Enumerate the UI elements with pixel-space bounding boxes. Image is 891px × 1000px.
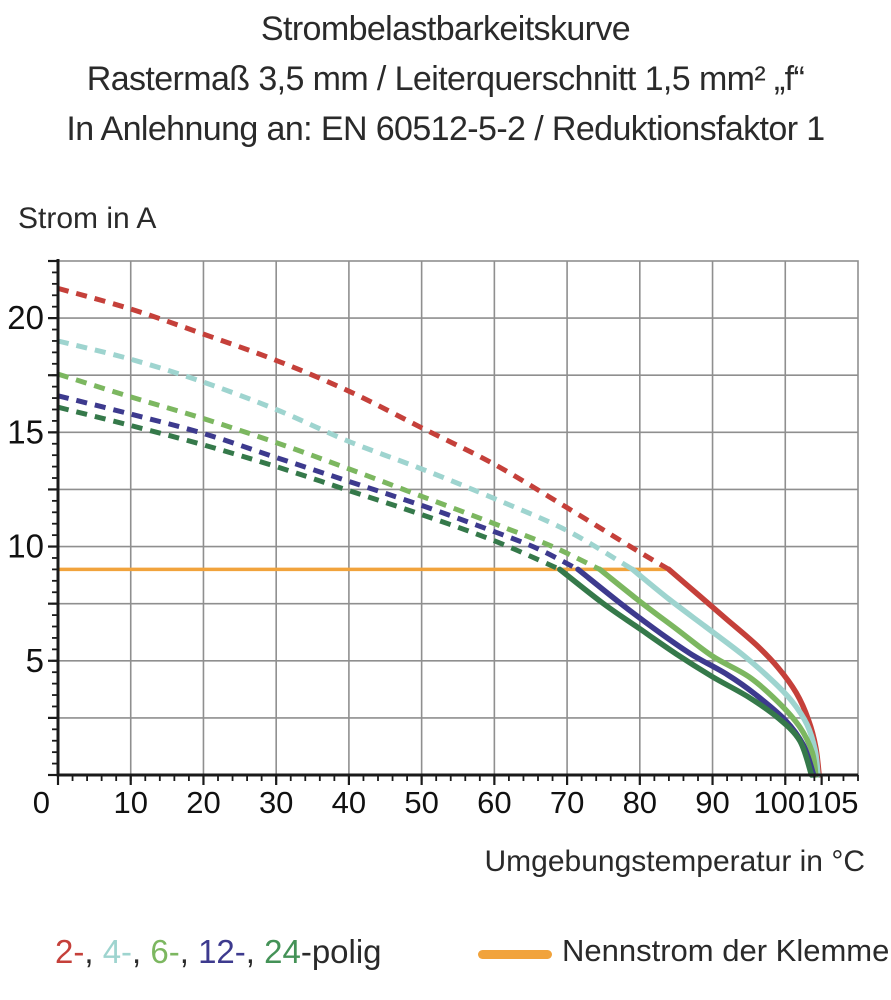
legend-separator: , <box>132 933 151 970</box>
x-tick-label-100: 100 <box>753 785 805 820</box>
series-2-polig <box>57 285 822 778</box>
series-4-polig <box>57 338 821 778</box>
y-tick-label-10: 10 <box>7 528 44 565</box>
derating-curve-plot: 0 10 20 30 40 50 60 70 80 90 100 105 5 10 15 20 <box>7 259 859 820</box>
legend-row: 2-, 4-, 6-, 12-, 24-polig Nennstrom der … <box>0 933 891 987</box>
nominal-current-swatch <box>478 950 552 959</box>
series-4-polig-dashed <box>57 338 634 572</box>
x-tick-label-80: 80 <box>623 785 657 820</box>
series-24-polig-dashed <box>57 404 561 572</box>
series-24-polig <box>57 404 815 778</box>
axes <box>56 259 858 777</box>
legend-pole-12: 12- <box>198 933 246 970</box>
nominal-current-label: Nennstrom der Klemme <box>562 933 890 968</box>
legend-pole-2: 2- <box>55 933 85 970</box>
series-24-polig-solid <box>557 566 815 778</box>
y-tick-labels: 5 10 15 20 <box>7 299 44 679</box>
legend-pole-4: 4- <box>102 933 133 970</box>
x-tick-label-10: 10 <box>113 785 147 820</box>
chart-title-line-2: Rastermaß 3,5 mm / Leiterquerschnitt 1,5… <box>86 60 805 98</box>
y-tick-label-15: 15 <box>7 413 44 450</box>
y-tick-label-20: 20 <box>7 299 44 336</box>
legend-separator: , <box>84 933 103 970</box>
x-tick-label-40: 40 <box>332 785 366 820</box>
series-6-polig <box>57 371 819 778</box>
chart-title-line-3: In Anlehnung an: EN 60512-5-2 / Reduktio… <box>66 110 825 148</box>
series-6-polig-solid <box>597 566 819 778</box>
y-axis-title: Strom in A <box>18 202 157 235</box>
x-tick-label-50: 50 <box>404 785 438 820</box>
x-tick-labels: 0 10 20 30 40 50 60 70 80 90 100 105 <box>33 785 859 820</box>
chart-title-block: Strombelastbarkeitskurve Rastermaß 3,5 m… <box>0 4 891 154</box>
series-2-polig-dashed <box>57 285 671 572</box>
series-4-polig-solid <box>629 566 821 778</box>
series-6-polig-dashed <box>57 371 601 572</box>
x-tick-label-30: 30 <box>259 785 293 820</box>
x-tick-label-70: 70 <box>550 785 584 820</box>
tick-marks <box>48 259 859 785</box>
y-tick-label-5: 5 <box>26 642 44 679</box>
legend-separator: , <box>179 933 199 970</box>
x-tick-label-105: 105 <box>807 785 859 820</box>
chart-title-line-1: Strombelastbarkeitskurve <box>260 10 631 48</box>
legend-separator: , <box>245 933 265 970</box>
x-tick-label-90: 90 <box>695 785 729 820</box>
poles-legend: 2-, 4-, 6-, 12-, 24-polig <box>55 933 382 971</box>
legend-poles-suffix: -polig <box>300 933 382 970</box>
x-axis-title: Umgebungstemperatur in °C <box>484 845 865 878</box>
x-tick-label-20: 20 <box>186 785 220 820</box>
x-tick-label-0: 0 <box>33 785 50 820</box>
legend-pole-6: 6- <box>150 933 180 970</box>
legend-pole-24: 24 <box>264 933 301 970</box>
x-tick-label-60: 60 <box>477 785 511 820</box>
